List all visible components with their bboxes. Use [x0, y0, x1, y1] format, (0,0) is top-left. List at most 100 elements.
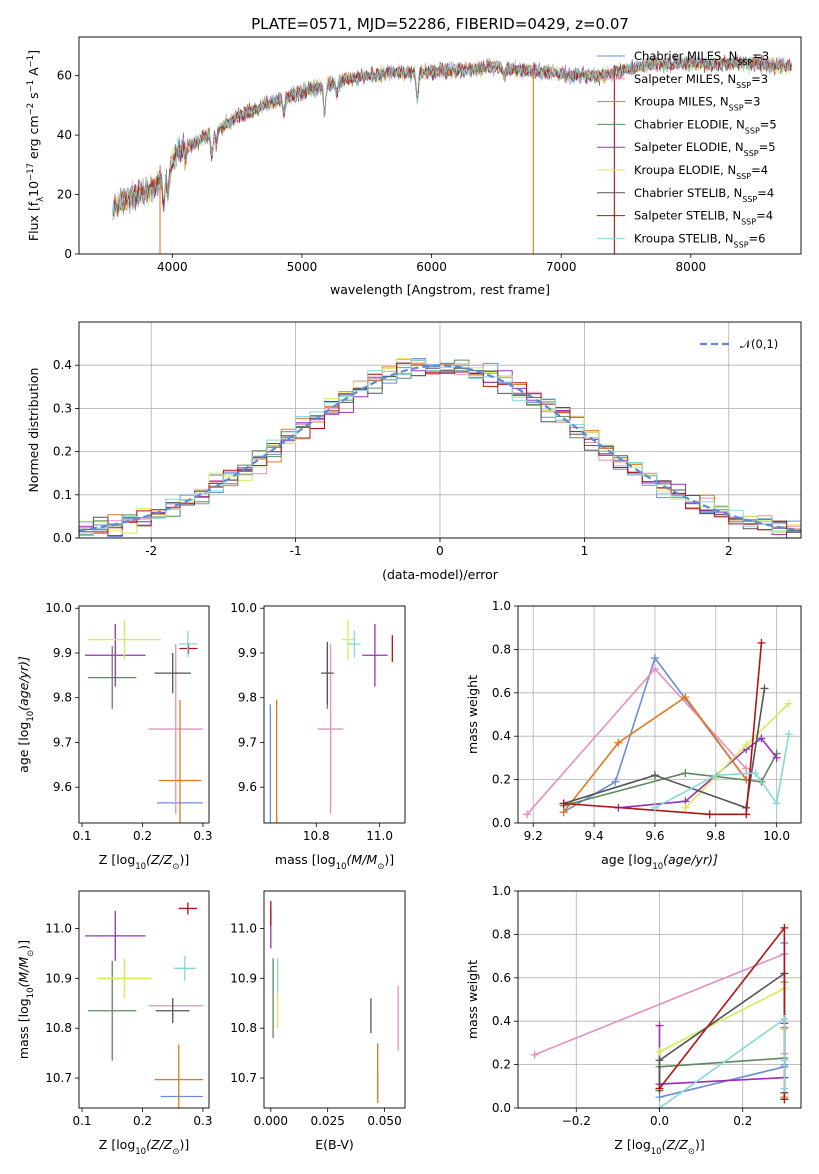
axes-frame	[78, 605, 210, 824]
weight-line-3	[563, 753, 778, 807]
weight-line-2	[562, 696, 747, 813]
x-tick-label: 6000	[416, 260, 447, 274]
figure-title: PLATE=0571, MJD=52286, FIBERID=0429, z=0…	[251, 15, 629, 33]
weight-marker	[650, 654, 659, 663]
errorbar-7	[178, 902, 197, 915]
y-tick-label: 10.9	[230, 971, 257, 985]
y-tick-label: 0.2	[492, 1058, 511, 1072]
x-tick-label: 0.1	[72, 1114, 91, 1128]
points-mass-vs-z	[85, 902, 203, 1108]
errorbar-3	[88, 960, 137, 1061]
weight-marker	[760, 684, 769, 693]
weight-marker	[681, 769, 690, 778]
x-tick-label: 9.2	[524, 829, 543, 843]
y-tick-label: 10.9	[45, 971, 72, 985]
y-axis-label: age [log10(age/yr)]	[16, 656, 36, 773]
weight-marker	[611, 777, 620, 786]
axes-frame	[517, 605, 802, 824]
weight-marker	[711, 771, 720, 780]
y-tick-label: 10.7	[230, 1071, 257, 1085]
x-tick-label: −0.2	[562, 1114, 591, 1128]
weight-marker	[780, 1015, 789, 1024]
y-tick-label: 10.7	[45, 1071, 72, 1085]
axes-mass-vs-ebv: 0.000 0.025 0.050 10.7 10.8 10.9 11.0 E(B-V)	[230, 890, 406, 1152]
x-tick-label: 0.2	[133, 829, 152, 843]
x-tick-label: 0.000	[254, 1114, 288, 1128]
y-tick-label: 0.8	[492, 642, 511, 656]
y-tick-label: 40	[57, 128, 72, 142]
y-tick-label: 1.0	[492, 884, 511, 898]
errorbar-5	[341, 619, 355, 660]
y-axis-label: Flux [fλ10−17 erg cm−2 s−1 A−1]	[26, 50, 46, 241]
legend-label: Kroupa STELIB, NSSP=6	[634, 231, 765, 249]
weight-marker	[655, 1056, 664, 1065]
weight-line-1	[526, 667, 747, 815]
y-tick-label: 9.8	[53, 691, 72, 705]
x-axis-label: Z [log10(Z/Z⊙)]	[99, 852, 189, 872]
errorbar-1	[317, 644, 344, 815]
x-tick-label: 2	[725, 544, 733, 558]
y-tick-label: 11.0	[230, 921, 257, 935]
weight-marker	[751, 769, 760, 778]
weight-marker	[655, 1084, 664, 1093]
axes-frame	[78, 36, 802, 255]
x-tick-label: 10.8	[303, 829, 330, 843]
x-axis-label: Z [log10(Z/Z⊙)]	[99, 1137, 189, 1157]
weight-marker	[742, 764, 751, 773]
y-tick-label: 60	[57, 69, 72, 83]
x-tick-label: 0.1	[72, 829, 91, 843]
weight-marker	[559, 799, 568, 808]
y-tick-label: 10.8	[45, 1021, 72, 1035]
weight-marker	[742, 810, 751, 819]
x-tick-label: -1	[290, 544, 302, 558]
y-tick-label: 9.7	[238, 735, 257, 749]
x-tick-label: 4000	[157, 260, 188, 274]
y-tick-label: 9.7	[53, 735, 72, 749]
axes-mass-weight-vs-age: 9.2 9.4 9.6 9.8 10.0 0.0 0.2 0.4 0.6 0.8 1.0 age [l…	[465, 599, 802, 872]
weight-marker	[655, 1021, 664, 1030]
weight-marker	[784, 730, 793, 739]
y-tick-label: 0.8	[492, 927, 511, 941]
y-tick-label: 9.6	[238, 780, 257, 794]
y-tick-label: 0	[64, 247, 72, 261]
y-tick-label: 20	[57, 188, 72, 202]
y-tick-label: 0.0	[492, 816, 511, 830]
y-tick-label: 11.0	[45, 921, 72, 935]
spectrum-line-8	[112, 54, 792, 220]
y-tick-label: 1.0	[492, 599, 511, 613]
weight-marker	[650, 771, 659, 780]
errorbar-1	[148, 644, 203, 815]
x-tick-label: 0.025	[310, 1114, 344, 1128]
weight-marker	[757, 734, 766, 743]
errorbar-3	[88, 646, 137, 709]
weight-marker	[772, 799, 781, 808]
x-tick-label: 9.8	[706, 829, 725, 843]
y-tick-label: 0.3	[53, 401, 72, 415]
x-tick-label: 0.3	[193, 829, 212, 843]
x-tick-label: -2	[145, 544, 157, 558]
y-tick-label: 0.2	[53, 445, 72, 459]
histogram-series-8	[78, 359, 801, 538]
weight-marker	[780, 1084, 789, 1093]
axes-frame	[263, 605, 406, 824]
y-axis-label: mass weight	[465, 960, 480, 1039]
x-axis-label: age [log10(age/yr)]	[601, 852, 718, 872]
errorbar-8	[173, 955, 196, 981]
weight-marker	[681, 803, 690, 812]
legend-label: Salpeter STELIB, NSSP=4	[634, 209, 773, 227]
x-tick-label: 11.0	[366, 829, 393, 843]
errorbar-4	[85, 910, 146, 961]
legend-label: Kroupa ELODIE, NSSP=4	[634, 163, 768, 181]
y-tick-label: 0.4	[492, 1014, 511, 1028]
weight-marker	[650, 803, 659, 812]
y-tick-label: 10.0	[45, 601, 72, 615]
y-tick-label: 9.9	[238, 646, 257, 660]
legend-label: Salpeter ELODIE, NSSP=5	[634, 140, 776, 158]
axes-frame	[263, 890, 406, 1109]
errorbar-5	[97, 958, 152, 999]
points-age-vs-mass	[269, 619, 393, 823]
weight-line-5	[659, 987, 786, 1053]
y-axis-label: mass [log10(M/M⊙)]	[16, 940, 36, 1059]
